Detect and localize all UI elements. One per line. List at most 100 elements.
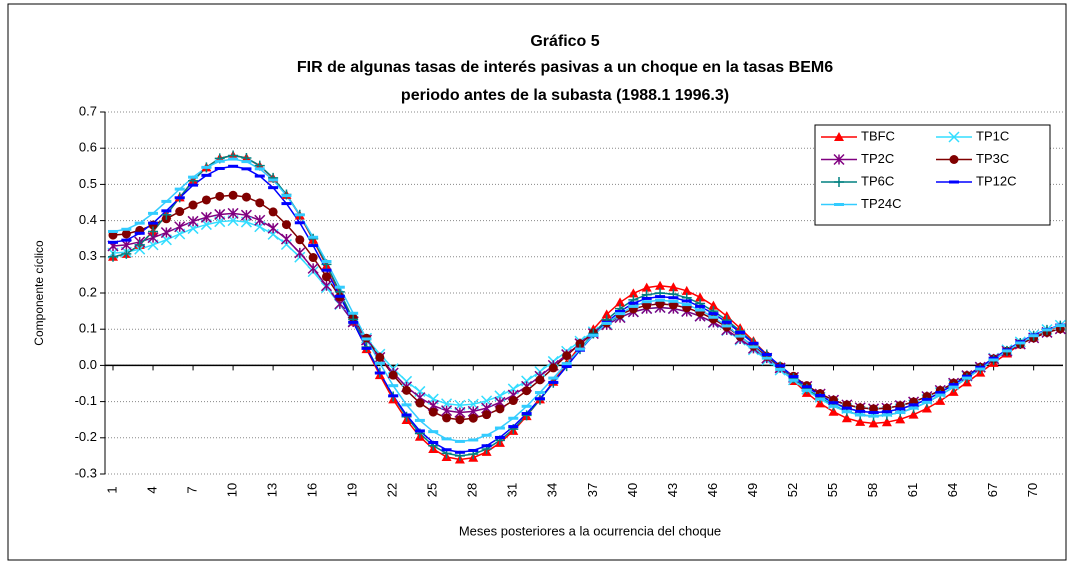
marker bbox=[441, 448, 452, 452]
marker bbox=[655, 295, 666, 299]
marker bbox=[388, 384, 399, 388]
marker bbox=[655, 298, 666, 302]
marker bbox=[388, 394, 399, 398]
legend: TBFC TP1C TP2C TP3C TP6C TP12C TP24C bbox=[814, 124, 1051, 226]
marker bbox=[1041, 328, 1052, 332]
marker bbox=[695, 292, 706, 302]
marker bbox=[801, 388, 812, 392]
marker bbox=[121, 229, 131, 239]
x-tick-label: 13 bbox=[265, 483, 280, 497]
x-tick-label: 58 bbox=[865, 483, 880, 497]
marker bbox=[161, 199, 172, 203]
marker bbox=[908, 409, 919, 419]
marker bbox=[334, 294, 345, 298]
marker bbox=[521, 404, 532, 408]
marker bbox=[388, 370, 398, 380]
marker bbox=[548, 363, 558, 373]
marker bbox=[227, 207, 239, 219]
legend-marker bbox=[834, 203, 844, 206]
marker bbox=[187, 215, 199, 227]
marker bbox=[214, 208, 226, 220]
marker bbox=[175, 207, 185, 217]
marker bbox=[948, 383, 959, 387]
marker bbox=[1015, 341, 1026, 345]
legend-label: TP24C bbox=[861, 196, 901, 211]
y-tick-label: 0.0 bbox=[79, 357, 97, 372]
marker bbox=[280, 238, 292, 251]
marker bbox=[454, 450, 465, 454]
marker bbox=[294, 213, 305, 217]
marker bbox=[294, 221, 305, 225]
x-tick-label: 46 bbox=[705, 483, 720, 497]
marker bbox=[401, 413, 412, 417]
marker bbox=[375, 352, 385, 362]
marker bbox=[241, 192, 251, 202]
marker bbox=[601, 321, 612, 325]
marker bbox=[588, 328, 599, 339]
marker bbox=[281, 194, 292, 198]
marker bbox=[881, 417, 892, 427]
marker bbox=[548, 380, 559, 384]
x-tick-label: 67 bbox=[985, 483, 1000, 497]
marker bbox=[615, 312, 626, 316]
x-tick-label: 22 bbox=[385, 483, 400, 497]
marker bbox=[414, 418, 425, 422]
marker bbox=[655, 280, 666, 290]
marker bbox=[214, 159, 225, 163]
series-markers bbox=[108, 157, 1066, 443]
x-tick-label: 25 bbox=[425, 483, 440, 497]
marker bbox=[615, 297, 626, 307]
marker bbox=[268, 186, 279, 190]
legend-marker bbox=[949, 155, 959, 164]
marker bbox=[361, 337, 372, 341]
marker bbox=[481, 444, 492, 448]
marker bbox=[281, 220, 291, 230]
x-tick-label: 37 bbox=[585, 483, 600, 497]
marker bbox=[321, 268, 332, 272]
marker bbox=[188, 183, 199, 187]
marker bbox=[201, 195, 211, 205]
marker bbox=[268, 207, 278, 217]
marker bbox=[441, 437, 452, 441]
y-tick-label: 0.3 bbox=[79, 248, 97, 263]
marker bbox=[641, 282, 652, 292]
marker bbox=[321, 272, 331, 282]
marker bbox=[240, 209, 252, 221]
y-tick-label: -0.2 bbox=[75, 429, 97, 444]
marker bbox=[254, 214, 266, 226]
marker bbox=[495, 404, 505, 414]
marker bbox=[961, 376, 972, 380]
marker bbox=[708, 300, 719, 310]
marker bbox=[255, 198, 265, 208]
marker bbox=[561, 364, 572, 368]
marker bbox=[935, 393, 946, 397]
marker bbox=[935, 395, 946, 405]
legend-marker bbox=[949, 180, 959, 184]
marker bbox=[508, 425, 519, 429]
marker bbox=[948, 385, 959, 389]
marker bbox=[735, 330, 746, 334]
marker bbox=[468, 438, 479, 442]
y-tick-label: 0.7 bbox=[79, 103, 97, 118]
marker bbox=[148, 221, 159, 225]
y-axis-label: Componente cíclico bbox=[32, 240, 46, 346]
marker bbox=[855, 413, 866, 417]
legend-label: TP3C bbox=[976, 151, 1009, 166]
marker bbox=[1001, 349, 1012, 353]
marker bbox=[574, 347, 585, 351]
marker bbox=[414, 429, 425, 433]
marker bbox=[935, 391, 946, 395]
x-tick-label: 16 bbox=[305, 483, 320, 497]
marker bbox=[1055, 324, 1066, 328]
x-tick-label: 31 bbox=[505, 483, 520, 497]
marker bbox=[748, 341, 759, 345]
marker bbox=[708, 315, 719, 319]
marker bbox=[494, 435, 505, 439]
marker bbox=[334, 285, 345, 289]
marker bbox=[708, 312, 719, 316]
marker bbox=[601, 309, 612, 319]
marker bbox=[828, 404, 839, 408]
marker bbox=[481, 433, 492, 437]
marker bbox=[668, 282, 679, 292]
